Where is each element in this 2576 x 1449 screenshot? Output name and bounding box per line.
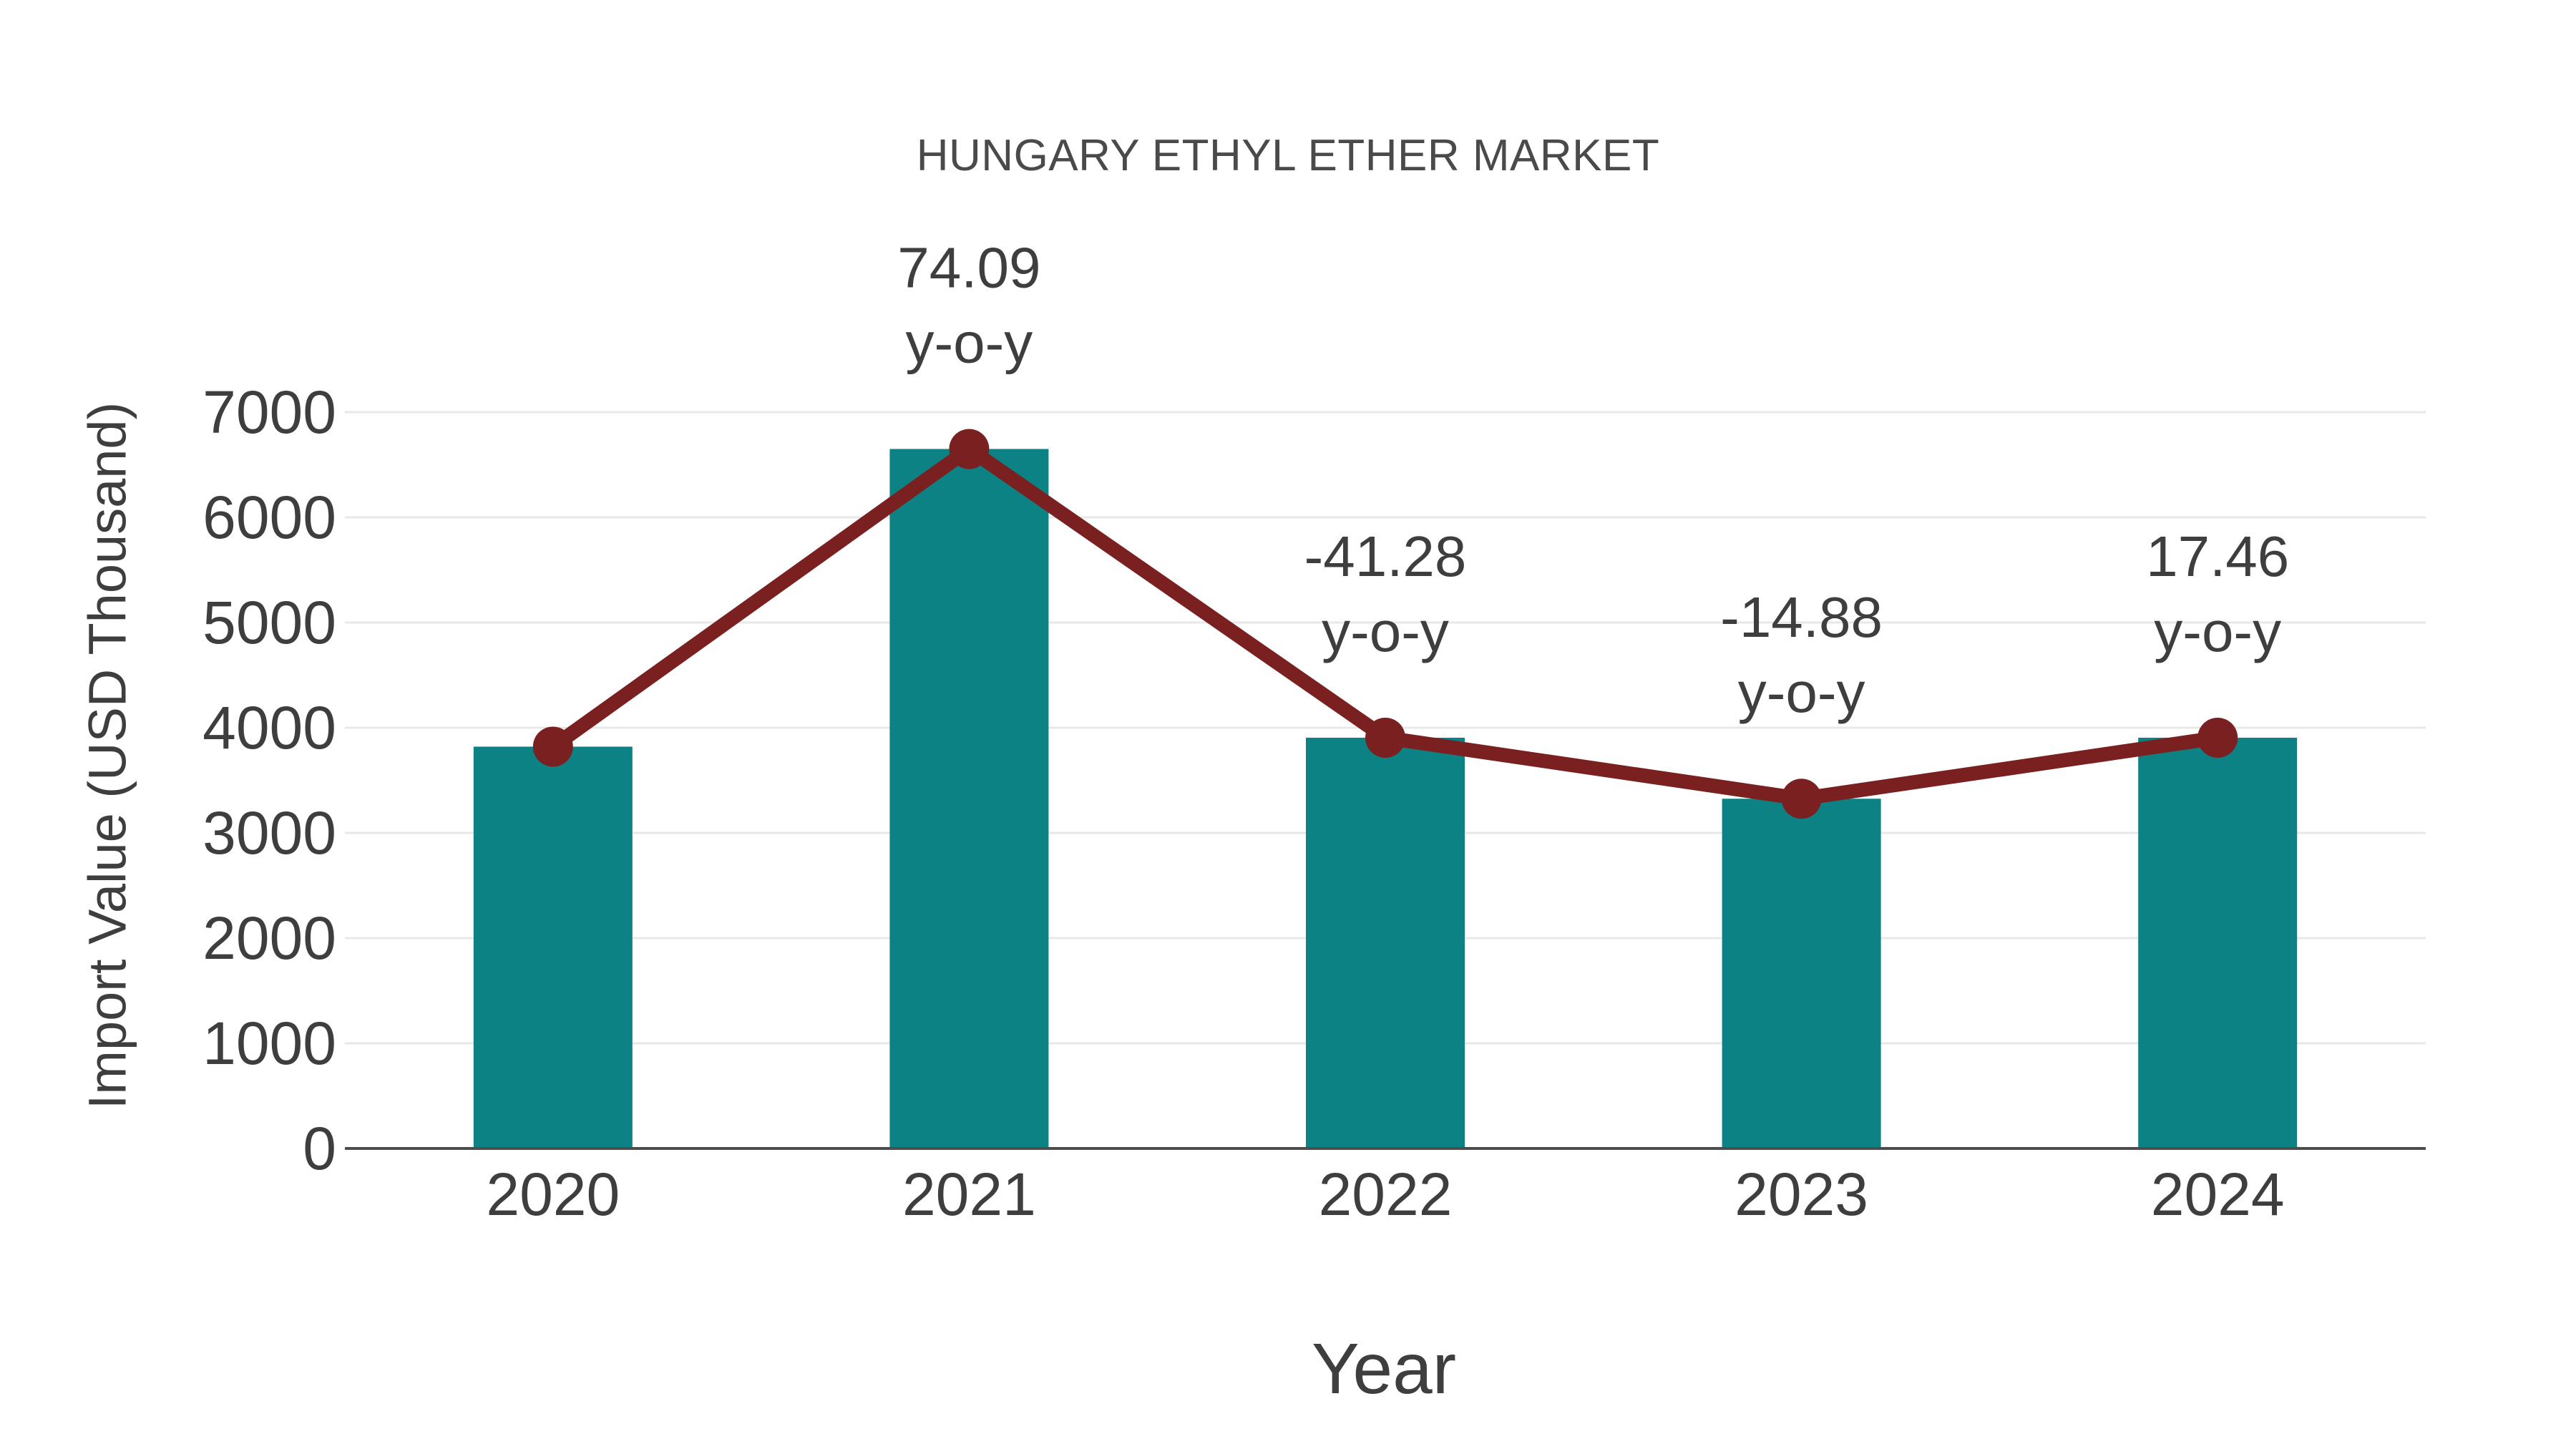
trend-marker-2024 <box>2197 717 2238 758</box>
y-tick-label-2000: 2000 <box>203 904 336 972</box>
y-tick-label-0: 0 <box>303 1115 336 1182</box>
trend-marker-2023 <box>1781 779 1822 819</box>
trend-marker-2020 <box>532 726 573 767</box>
bar-2023 <box>1722 799 1881 1148</box>
trend-marker-2021 <box>949 429 990 469</box>
x-tick-label-2023: 2023 <box>1735 1161 1868 1228</box>
y-tick-label-7000: 7000 <box>203 379 336 446</box>
annotation-2022-value: -41.28 <box>1304 525 1467 588</box>
y-tick-label-4000: 4000 <box>203 694 336 761</box>
x-tick-label-2020: 2020 <box>486 1161 620 1228</box>
annotation-2024-unit: y-o-y <box>2154 600 2281 663</box>
annotation-2022-unit: y-o-y <box>1322 600 1449 663</box>
bar-2024 <box>2138 737 2298 1148</box>
x-tick-label-2022: 2022 <box>1319 1161 1453 1228</box>
bar-2021 <box>889 449 1049 1148</box>
x-axis-title: Year <box>1311 1329 1457 1409</box>
x-tick-label-2024: 2024 <box>2151 1161 2285 1228</box>
y-tick-label-6000: 6000 <box>203 484 336 551</box>
annotation-2021-unit: y-o-y <box>906 311 1033 374</box>
trend-marker-2022 <box>1365 717 1405 758</box>
x-tick-label-2021: 2021 <box>902 1161 1036 1228</box>
y-tick-label-3000: 3000 <box>203 799 336 867</box>
y-tick-label-1000: 1000 <box>203 1010 336 1077</box>
bar-2020 <box>473 746 633 1148</box>
annotation-2023-value: -14.88 <box>1720 585 1883 649</box>
chart-title: HUNGARY ETHYL ETHER MARKET <box>916 131 1660 180</box>
annotation-2023-unit: y-o-y <box>1738 660 1865 724</box>
bar-2022 <box>1306 737 1465 1148</box>
annotation-2024-value: 17.46 <box>2146 525 2289 588</box>
annotation-2021-value: 74.09 <box>897 235 1040 299</box>
y-tick-label-5000: 5000 <box>203 589 336 656</box>
